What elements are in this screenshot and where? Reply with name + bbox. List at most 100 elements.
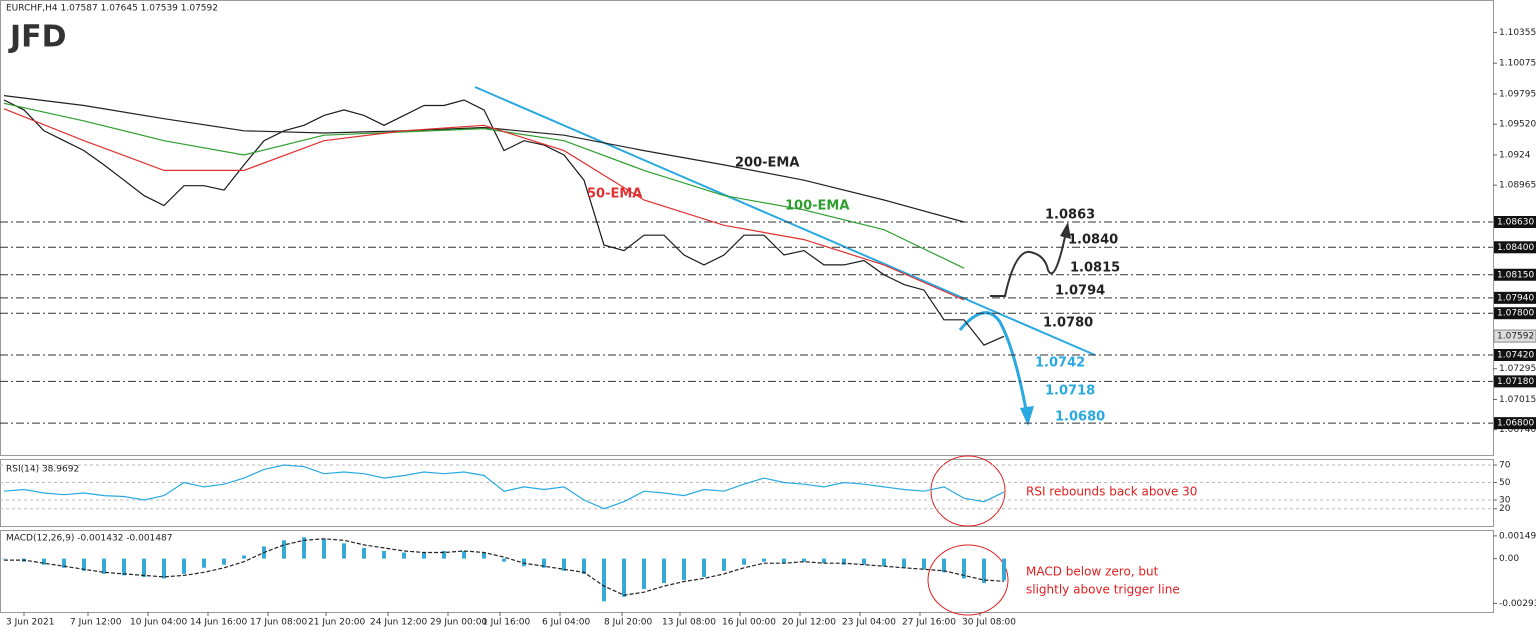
annotation: MACD below zero, but (1026, 565, 1159, 579)
histogram-bar (682, 558, 686, 580)
histogram-bar (842, 558, 846, 565)
level-note: 1.0718 (1045, 384, 1095, 399)
histogram-bar (142, 558, 146, 577)
y-tick-label: 1.0924 (1499, 150, 1531, 160)
bearish-arrow (958, 311, 1029, 416)
histogram-bar (722, 558, 726, 571)
histogram-bar (882, 558, 886, 567)
level-note: 1.0840 (1068, 233, 1118, 248)
y-tick-label: 1.08965 (1499, 181, 1536, 191)
histogram-bar (702, 558, 706, 577)
histogram-bar (102, 558, 106, 574)
x-tick-label: 6 Jul 04:00 (542, 618, 591, 628)
histogram-bar (322, 538, 326, 559)
macd-panel (0, 530, 1494, 613)
level-axis-label: 1.07180 (1497, 377, 1534, 387)
y-tick-label: 30 (1499, 495, 1511, 505)
level-axis-label: 1.08400 (1497, 243, 1534, 253)
level-note: 1.0780 (1043, 316, 1093, 331)
y-tick-label: 1.09795 (1499, 89, 1536, 99)
x-tick-label: 24 Jun 12:00 (370, 618, 427, 628)
x-tick-label: 20 Jul 12:00 (782, 618, 836, 628)
y-tick-label: 1.06740 (1499, 425, 1536, 435)
y-tick-label: 1.07015 (1499, 395, 1536, 405)
y-tick-label: 1.09520 (1499, 120, 1536, 130)
x-tick-label: 17 Jun 08:00 (250, 618, 307, 628)
histogram-bar (622, 558, 626, 597)
histogram-bar (762, 558, 766, 562)
level-box (1494, 307, 1536, 320)
bearish-arrow-head (1020, 406, 1034, 426)
histogram-bar (902, 558, 906, 568)
histogram-bar (222, 558, 226, 565)
histogram-bar (282, 540, 286, 559)
macd-highlight (927, 544, 1009, 616)
series-line (4, 538, 1005, 596)
x-tick-label: 13 Jul 08:00 (662, 618, 716, 628)
histogram-bar (802, 558, 806, 562)
histogram-bar (242, 555, 246, 559)
histogram-bar (942, 558, 946, 573)
bullish-arrow (990, 231, 1067, 297)
series-line (3, 102, 965, 269)
x-tick-label: 27 Jul 16:00 (902, 618, 956, 628)
annotation: RSI rebounds back above 30 (1026, 485, 1197, 499)
level-box (1494, 417, 1536, 430)
panel-title: RSI(14) 38.9692 (6, 465, 79, 475)
histogram-bar (822, 558, 826, 564)
level-box (1494, 375, 1536, 388)
level-note: 1.0680 (1055, 410, 1105, 425)
y-tick-label: 50 (1499, 478, 1511, 488)
x-tick-label: 7 Jun 12:00 (70, 618, 122, 628)
y-tick-label: 0.00 (1499, 554, 1519, 564)
histogram-bar (782, 558, 786, 564)
y-tick-label: 20 (1499, 504, 1511, 514)
histogram-bar (662, 558, 666, 584)
rsi-panel (0, 459, 1494, 527)
histogram-bar (602, 558, 606, 602)
y-tick-label: 1.10075 (1499, 59, 1536, 69)
y-tick-label: 1.10355 (1499, 28, 1536, 38)
level-note: 1.0742 (1035, 356, 1085, 371)
x-tick-label: 23 Jul 04:00 (842, 618, 896, 628)
histogram-bar (122, 558, 126, 576)
x-tick-label: 29 Jun 00:00 (430, 618, 487, 628)
histogram-bar (62, 558, 66, 568)
series-line (3, 99, 1005, 346)
level-note: 1.0794 (1055, 284, 1105, 299)
series-label: 100-EMA (785, 199, 849, 214)
histogram-bar (982, 558, 986, 584)
x-tick-label: 14 Jun 16:00 (190, 618, 247, 628)
logo: JFD (8, 20, 67, 55)
level-axis-label: 1.08630 (1497, 218, 1534, 228)
level-axis-label: 1.07800 (1497, 309, 1534, 319)
last-price-box (1493, 329, 1536, 343)
histogram-bar (442, 550, 446, 559)
series-label: 200-EMA (735, 156, 799, 171)
x-tick-label: 8 Jul 20:00 (604, 618, 653, 628)
histogram-bar (1002, 558, 1006, 581)
x-tick-label: 21 Jun 20:00 (308, 618, 365, 628)
histogram-bar (382, 550, 386, 559)
chart-title: EURCHF,H4 1.07587 1.07645 1.07539 1.0759… (6, 4, 218, 14)
histogram-bar (642, 558, 646, 590)
y-tick-label: 0.00149 (1499, 531, 1536, 541)
histogram-bar (862, 558, 866, 565)
histogram-bar (962, 558, 966, 579)
level-box (1494, 291, 1536, 304)
rsi-highlight (930, 455, 1006, 527)
trendline (474, 86, 1096, 356)
level-box (1494, 241, 1536, 254)
histogram-bar (42, 558, 46, 565)
level-axis-label: 1.08150 (1497, 270, 1534, 280)
series-line (3, 108, 965, 301)
series-line (3, 464, 1005, 510)
level-axis-label: 1.07940 (1497, 293, 1534, 303)
level-note: 1.0863 (1045, 208, 1095, 223)
x-tick-label: 16 Jul 00:00 (722, 618, 776, 628)
histogram-bar (742, 558, 746, 565)
series-label: 50-EMA (587, 187, 642, 202)
x-tick-label: 10 Jun 04:00 (130, 618, 187, 628)
histogram-bar (82, 558, 86, 571)
